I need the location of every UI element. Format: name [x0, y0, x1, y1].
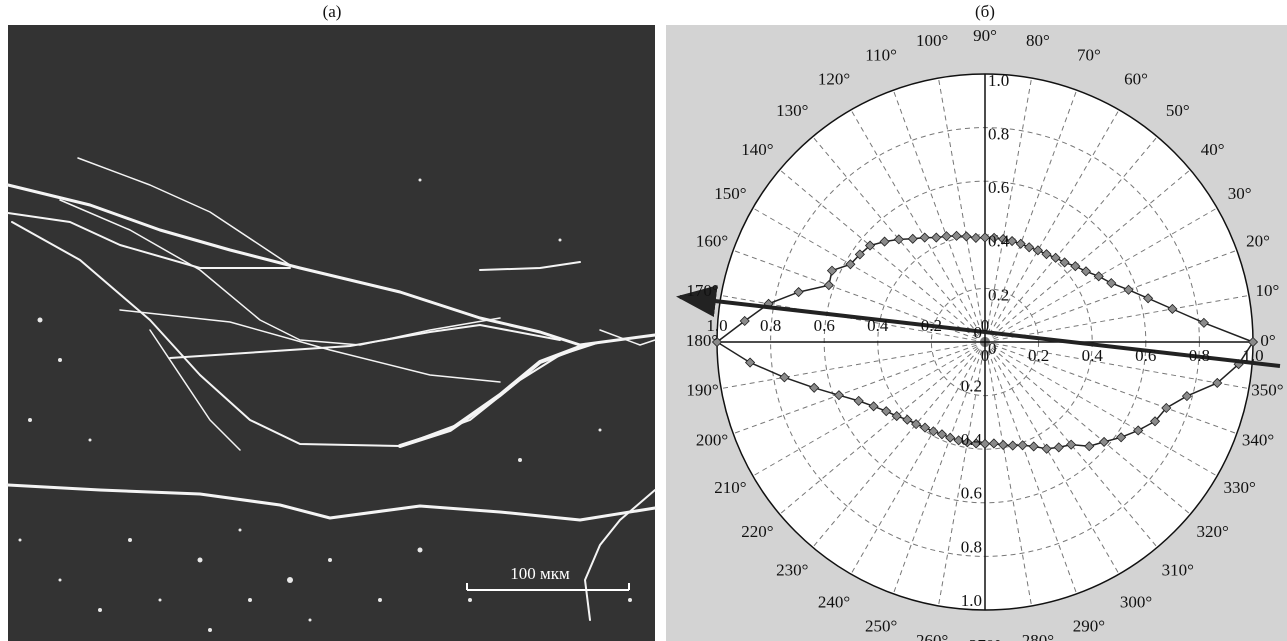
r-tick-label: 0.2	[961, 377, 982, 396]
theta-tick-label: 140°	[741, 140, 773, 159]
theta-tick-label: 340°	[1242, 430, 1274, 449]
theta-tick-label: 310°	[1162, 561, 1194, 580]
theta-tick-label: 350°	[1251, 381, 1283, 400]
r-tick-label: 0.2	[921, 316, 942, 335]
r-tick-label: 0.4	[988, 232, 1010, 251]
r-tick-label: 0.4	[867, 316, 889, 335]
r-tick-label: 0.6	[814, 316, 835, 335]
theta-tick-label: 210°	[714, 478, 746, 497]
theta-tick-label: 90°	[973, 26, 997, 45]
theta-tick-label: 300°	[1120, 592, 1152, 611]
r-tick-label: 0.8	[1189, 346, 1210, 365]
r-tick-label: 0	[981, 316, 990, 335]
panel-b-label: (б)	[975, 2, 995, 21]
theta-tick-label: 80°	[1026, 31, 1050, 50]
r-tick-label: 1.0	[988, 71, 1009, 90]
theta-tick-label: 120°	[818, 69, 850, 88]
theta-tick-label: 330°	[1223, 478, 1255, 497]
theta-tick-label: 60°	[1124, 69, 1148, 88]
r-tick-label: 1.0	[961, 591, 982, 610]
r-tick-label: 0.2	[1028, 346, 1049, 365]
theta-tick-label: 290°	[1073, 616, 1105, 635]
theta-tick-label: 160°	[696, 232, 728, 251]
theta-tick-label: 230°	[776, 561, 808, 580]
r-tick-label: 0.6	[1135, 346, 1156, 365]
theta-tick-label: 200°	[696, 430, 728, 449]
theta-tick-label: 150°	[714, 184, 746, 203]
r-tick-label: 0.4	[1082, 346, 1104, 365]
theta-tick-label: 0°	[1260, 331, 1275, 350]
micrograph-bg	[8, 25, 655, 641]
theta-tick-label: 30°	[1228, 184, 1252, 203]
theta-tick-label: 10°	[1256, 281, 1280, 300]
theta-tick-label: 240°	[818, 592, 850, 611]
r-tick-label: 0	[974, 323, 983, 342]
theta-tick-label: 20°	[1246, 232, 1270, 251]
theta-tick-label: 70°	[1077, 46, 1101, 65]
r-tick-label: 0.4	[961, 430, 983, 449]
theta-tick-label: 260°	[916, 631, 948, 641]
theta-tick-label: 320°	[1196, 522, 1228, 541]
panel-a-label: (а)	[323, 2, 342, 21]
theta-tick-label: 220°	[741, 522, 773, 541]
theta-tick-label: 130°	[776, 101, 808, 120]
theta-tick-label: 180°	[686, 331, 718, 350]
micrograph: 100 мкм	[8, 25, 655, 641]
theta-tick-label: 50°	[1166, 101, 1190, 120]
theta-tick-label: 40°	[1201, 140, 1225, 159]
theta-tick-label: 250°	[865, 616, 897, 635]
r-tick-label: 0.8	[760, 316, 781, 335]
r-tick-label: 0	[988, 339, 997, 358]
r-tick-label: 0.6	[961, 484, 982, 503]
theta-tick-label: 100°	[916, 31, 948, 50]
theta-tick-label: 190°	[686, 381, 718, 400]
r-tick-label: 0.8	[961, 537, 982, 556]
figure: (а) 100 мкм (б) 00000.20.	[0, 0, 1287, 641]
theta-tick-label: 280°	[1022, 631, 1054, 641]
r-tick-label: 0.6	[988, 178, 1009, 197]
r-tick-label: 0.2	[988, 285, 1009, 304]
theta-tick-label: 270°	[969, 636, 1001, 641]
theta-tick-label: 110°	[865, 46, 897, 65]
page: (а) 100 мкм (б) 00000.20.	[0, 0, 1287, 641]
scale-bar-label: 100 мкм	[510, 564, 570, 583]
theta-tick-label: 170°	[686, 281, 718, 300]
r-tick-label: 0.8	[988, 125, 1009, 144]
